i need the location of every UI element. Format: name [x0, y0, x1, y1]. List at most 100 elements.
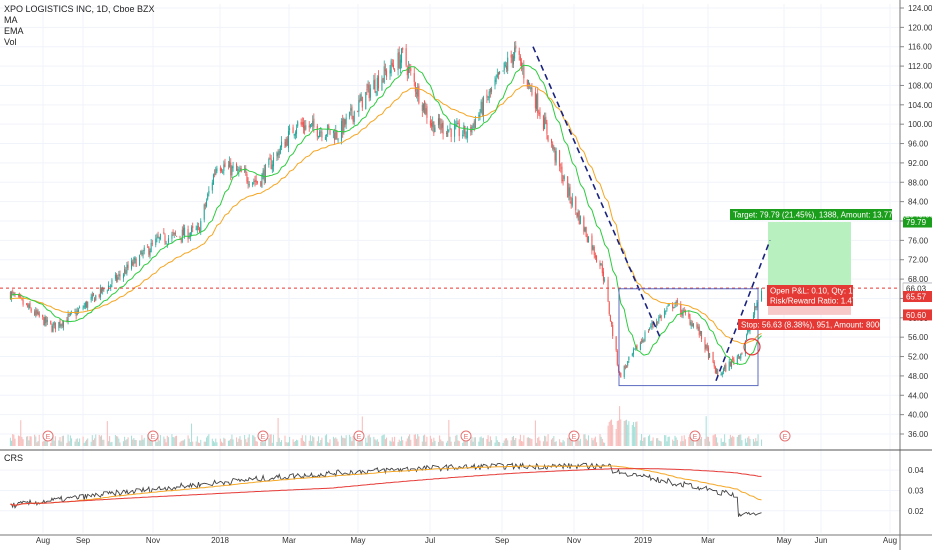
- volume-bar: [397, 442, 399, 446]
- volume-bar: [486, 439, 488, 446]
- candle-body: [552, 143, 554, 150]
- volume-bar: [219, 438, 221, 446]
- candle-body: [21, 298, 23, 300]
- volume-bar: [211, 438, 213, 446]
- volume-bar: [320, 440, 322, 446]
- volume-bar: [335, 437, 337, 446]
- volume-bar: [43, 440, 45, 446]
- volume-bar: [206, 437, 208, 446]
- volume-bar: [174, 436, 176, 446]
- legend-ma[interactable]: MA: [4, 15, 18, 25]
- volume-bar: [623, 421, 625, 446]
- candle-body: [413, 73, 415, 82]
- candle-body: [312, 120, 314, 127]
- volume-bar: [102, 439, 104, 446]
- volume-bar: [254, 437, 256, 446]
- price-tick-label: 104.00: [908, 101, 932, 110]
- candle-body: [91, 294, 93, 299]
- price-tick-label: 84.00: [908, 198, 929, 207]
- open-pnl-label: Open P&L: 0.10, Qty: 10: [770, 287, 858, 296]
- earnings-marker-icon: [147, 430, 159, 442]
- candle-body: [134, 257, 136, 260]
- candle-body: [651, 322, 653, 328]
- volume-bar: [405, 441, 407, 446]
- candle-body: [398, 52, 400, 69]
- candle-body: [480, 101, 482, 113]
- volume-bar: [94, 438, 96, 446]
- candle-body: [207, 193, 209, 200]
- volume-bar: [17, 435, 19, 446]
- volume-bar: [61, 436, 63, 446]
- volume-bar: [351, 441, 353, 446]
- volume-bar: [367, 435, 369, 446]
- candle-body: [626, 366, 628, 368]
- candle-body: [534, 92, 536, 109]
- volume-bar: [173, 437, 175, 446]
- candle-body: [69, 312, 71, 315]
- legend-ema[interactable]: EMA: [4, 26, 24, 36]
- candle-body: [184, 227, 186, 237]
- candle-body: [624, 366, 626, 368]
- volume-bar: [422, 435, 424, 446]
- volume-bar: [19, 436, 21, 446]
- volume-bar: [106, 421, 108, 446]
- candle-body: [309, 124, 311, 127]
- legend-vol[interactable]: Vol: [4, 37, 17, 47]
- crs-legend[interactable]: CRS: [4, 453, 24, 463]
- volume-bar: [118, 438, 120, 446]
- volume-bar: [527, 437, 529, 446]
- candle-body: [304, 125, 306, 131]
- volume-bar: [374, 439, 376, 446]
- volume-bar: [46, 441, 48, 446]
- volume-bar: [538, 436, 540, 446]
- volume-bar: [246, 442, 248, 446]
- volume-bar: [11, 440, 13, 446]
- candle-body: [523, 66, 525, 79]
- volume-bar: [466, 438, 468, 446]
- candle-body: [231, 166, 233, 176]
- volume-bar: [143, 437, 145, 446]
- candle-body: [212, 174, 214, 185]
- candle-body: [641, 341, 643, 342]
- candle-body: [172, 232, 174, 234]
- volume-bar: [617, 420, 619, 446]
- candle-body: [133, 258, 135, 264]
- time-tick-label: Nov: [146, 536, 160, 545]
- volume-bar: [424, 434, 426, 446]
- volume-bar: [317, 436, 319, 446]
- price-badge-bg: [903, 309, 932, 321]
- volume-bar: [502, 442, 504, 446]
- candle-body: [636, 345, 638, 351]
- candle-body: [125, 270, 127, 274]
- candle-body: [236, 163, 238, 171]
- volume-bar: [401, 436, 403, 446]
- volume-bar: [256, 441, 258, 446]
- drawings[interactable]: [0, 46, 900, 387]
- volume-bar: [369, 437, 371, 446]
- volume-bar: [696, 436, 698, 446]
- volume-bar: [350, 436, 352, 446]
- volume-bar: [578, 440, 580, 446]
- price-tick-label: 76.00: [908, 236, 929, 245]
- volume-bar: [87, 438, 89, 446]
- volume-bar: [410, 439, 412, 446]
- candle-body: [731, 359, 733, 368]
- candle-body: [510, 54, 512, 58]
- volume-bar: [268, 438, 270, 446]
- candle-body: [698, 326, 700, 336]
- candle-body: [620, 373, 622, 378]
- volume-bar: [433, 437, 435, 446]
- volume-bar: [552, 438, 554, 446]
- candle-body: [527, 79, 529, 85]
- volume-bar: [731, 437, 733, 446]
- volume-bar: [14, 438, 16, 446]
- candle-body: [151, 243, 153, 245]
- volume-bar: [659, 440, 661, 446]
- candle-body: [360, 94, 362, 101]
- volume-bar: [260, 441, 262, 446]
- volume-bar: [495, 436, 497, 446]
- volume-bar: [69, 435, 71, 446]
- earnings-marker-icon: [353, 430, 365, 442]
- candle-body: [189, 233, 191, 238]
